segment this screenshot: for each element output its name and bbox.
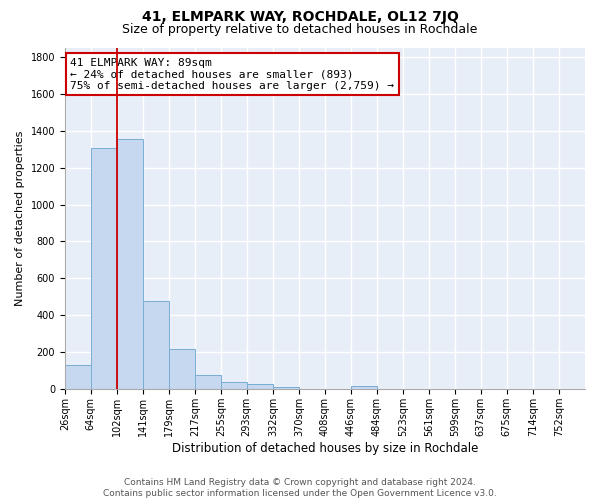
Text: 41, ELMPARK WAY, ROCHDALE, OL12 7JQ: 41, ELMPARK WAY, ROCHDALE, OL12 7JQ — [142, 10, 458, 24]
Text: Size of property relative to detached houses in Rochdale: Size of property relative to detached ho… — [122, 22, 478, 36]
Y-axis label: Number of detached properties: Number of detached properties — [15, 130, 25, 306]
Bar — [351, 386, 377, 390]
Bar — [195, 376, 221, 390]
Bar — [91, 148, 116, 390]
X-axis label: Distribution of detached houses by size in Rochdale: Distribution of detached houses by size … — [172, 442, 478, 455]
Bar — [273, 386, 299, 390]
Bar — [221, 382, 247, 390]
Bar — [247, 384, 273, 390]
Text: Contains HM Land Registry data © Crown copyright and database right 2024.
Contai: Contains HM Land Registry data © Crown c… — [103, 478, 497, 498]
Bar — [65, 366, 91, 390]
Bar — [169, 348, 195, 390]
Bar — [143, 300, 169, 390]
Text: 41 ELMPARK WAY: 89sqm
← 24% of detached houses are smaller (893)
75% of semi-det: 41 ELMPARK WAY: 89sqm ← 24% of detached … — [70, 58, 394, 91]
Bar — [116, 139, 143, 390]
